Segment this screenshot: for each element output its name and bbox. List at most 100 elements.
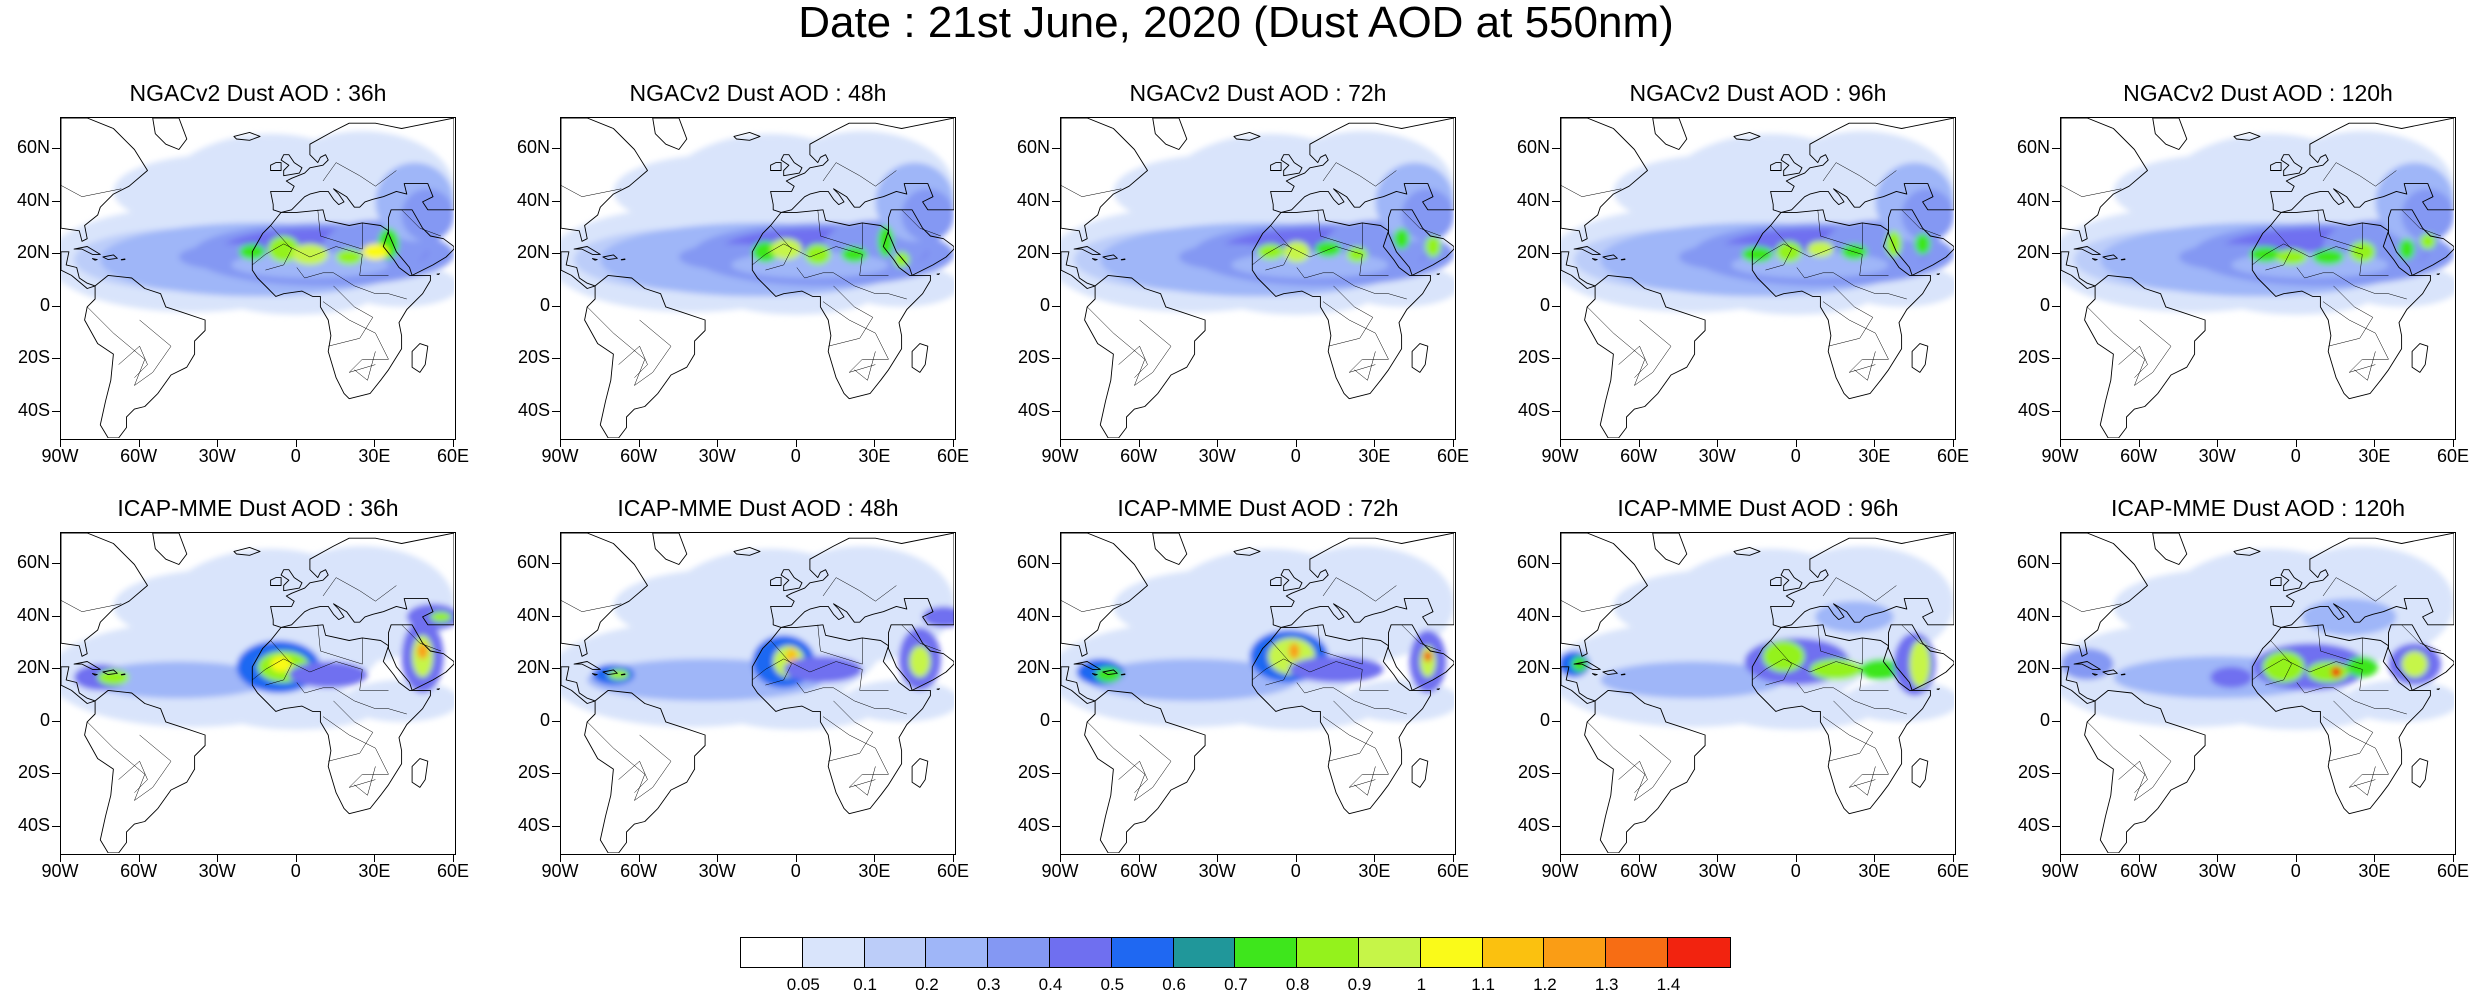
coastline: [61, 118, 148, 242]
coastline: [584, 689, 706, 853]
colorbar-swatch: [802, 938, 865, 967]
border-line: [2296, 682, 2407, 715]
coastline: [102, 254, 118, 261]
lat-tick: [52, 825, 60, 827]
lon-tick: [217, 439, 219, 447]
coastline: [1411, 758, 1429, 788]
lon-label: 60E: [1436, 446, 1470, 466]
aod-contour: [2061, 648, 2114, 680]
border-line: [1118, 345, 1148, 378]
aod-contour: [1423, 651, 1432, 662]
lon-tick: [1560, 439, 1561, 447]
aod-contour: [1315, 241, 1342, 257]
lon-tick: [2453, 439, 2454, 447]
lat-tick: [2052, 720, 2060, 722]
coastline: [1270, 533, 1454, 628]
map-panel: ICAP-MME Dust AOD : 120h 60N 40N 20N 0 20S 40S…: [2000, 495, 2472, 885]
aod-contour: [1113, 154, 1323, 229]
aod-field: [2061, 131, 2454, 315]
lat-label: 40S: [1017, 814, 1050, 835]
border-line: [1317, 209, 1363, 250]
coastline: [2091, 258, 2098, 261]
lat-tick: [52, 615, 60, 617]
coastline: [1152, 118, 1188, 150]
coastline: [251, 209, 431, 400]
lon-label: 0: [290, 861, 301, 881]
border-line: [1817, 624, 1863, 665]
border-line: [828, 700, 874, 762]
lat-label: 0: [1039, 294, 1050, 315]
lon-tick: [295, 439, 297, 447]
border-line: [1752, 658, 1889, 691]
coastline: [1233, 546, 1261, 556]
border-line: [1252, 658, 1389, 691]
border-line: [2328, 285, 2374, 347]
border-line: [1817, 209, 1863, 250]
lon-label: 60E: [1936, 861, 1970, 881]
aod-contour: [783, 656, 863, 683]
coastline: [2280, 569, 2303, 592]
lon-tick: [638, 854, 640, 862]
aod-field: [1561, 131, 1954, 315]
dust-aod-map: [2061, 118, 2454, 438]
aod-contour: [2302, 598, 2397, 636]
border-line: [322, 577, 397, 602]
coastline: [573, 661, 601, 670]
coastline: [2061, 118, 2148, 242]
lat-tick: [52, 668, 60, 670]
aod-contour: [1393, 228, 1410, 250]
coastline: [733, 131, 761, 141]
lon-tick: [60, 439, 61, 447]
lon-label: 60W: [620, 446, 658, 466]
lon-tick: [1374, 439, 1376, 447]
country-borders: [561, 162, 941, 387]
coastline: [652, 533, 688, 565]
border-line: [1587, 721, 1672, 802]
colorbar-label: 1: [1416, 975, 1427, 994]
lat-label: 0: [539, 294, 550, 315]
lat-label: 0: [539, 709, 550, 730]
lon-label: 90W: [1041, 861, 1079, 881]
lat-label: 40N: [16, 604, 50, 625]
lon-label: 30E: [358, 861, 391, 881]
aod-field: [561, 131, 954, 315]
border-line: [1587, 306, 1672, 387]
coastline: [1233, 131, 1261, 141]
dust-aod-map: [2061, 533, 2454, 853]
lon-tick: [1874, 854, 1876, 862]
lon-tick: [1374, 854, 1376, 862]
coastlines: [561, 533, 954, 853]
lon-tick: [2060, 439, 2061, 447]
border-line: [1061, 185, 1122, 197]
coastline: [1061, 533, 1148, 657]
coastline: [1911, 758, 1929, 788]
lat-tick: [1052, 825, 1060, 827]
border-line: [1252, 243, 1389, 276]
coastline: [751, 209, 931, 400]
lat-tick: [552, 253, 560, 255]
lat-tick: [552, 825, 560, 827]
aod-contour: [2398, 238, 2415, 260]
coastline: [120, 258, 126, 261]
colorbar-label: 0.8: [1285, 975, 1310, 994]
coastline: [780, 154, 803, 177]
dust-aod-map: [561, 118, 954, 438]
aod-contour: [841, 246, 868, 263]
aod-contour: [97, 669, 130, 686]
border-line: [587, 721, 672, 802]
aod-contour: [2401, 188, 2454, 242]
lat-label: 40S: [517, 399, 550, 420]
aod-field: [1561, 546, 1954, 730]
border-line: [2354, 351, 2376, 381]
colorbar-label: 1.2: [1533, 975, 1557, 994]
lon-label: 30W: [198, 446, 236, 466]
lat-tick: [2052, 200, 2060, 202]
dust-aod-map: [1061, 118, 1454, 438]
border-line: [1087, 306, 1172, 387]
coastline: [1091, 673, 1098, 676]
lat-tick: [1552, 563, 1560, 565]
colorbar-swatch: [926, 938, 989, 967]
coastline: [2084, 274, 2206, 438]
lon-label: 60E: [936, 861, 970, 881]
coastline: [1573, 661, 1601, 670]
